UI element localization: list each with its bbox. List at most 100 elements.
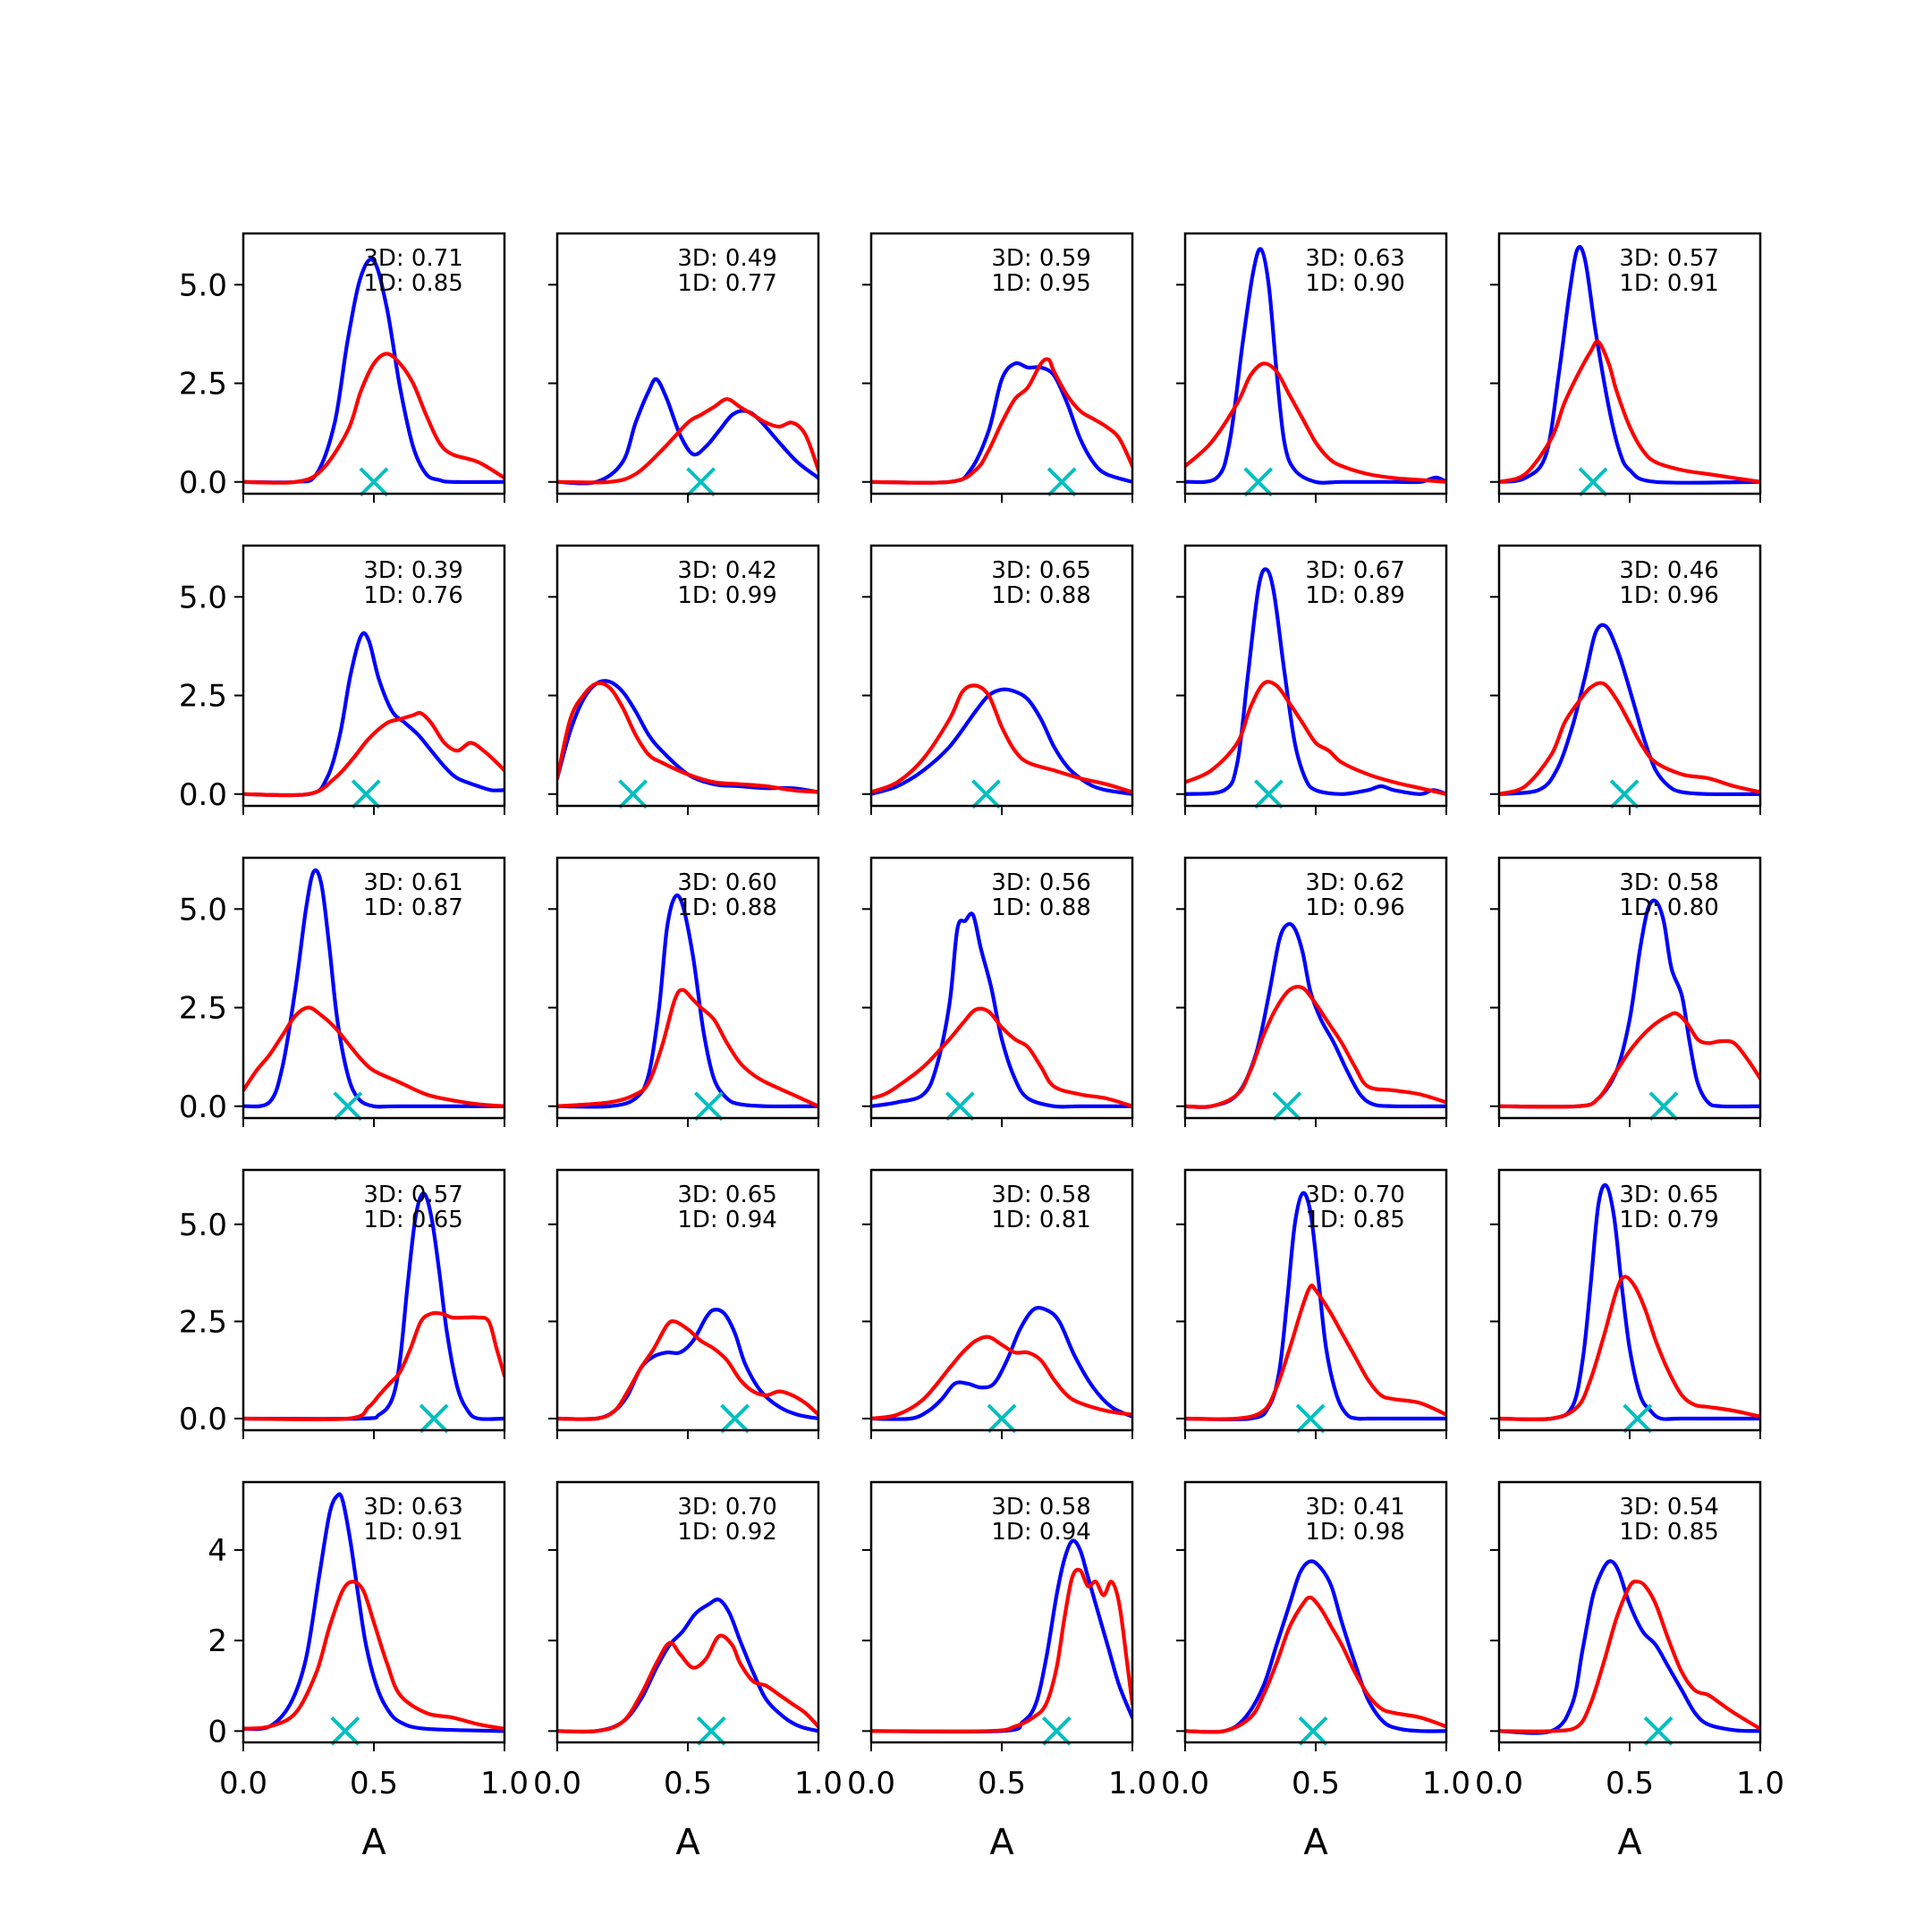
blue-density-curve <box>1499 1559 1760 1735</box>
red-density-curve <box>871 1567 1132 1733</box>
annotation-text: 1D: 0.94 <box>677 1207 776 1233</box>
marker-x <box>1578 467 1608 497</box>
annotation-text: 3D: 0.63 <box>363 1494 462 1521</box>
blue-density-curve <box>1499 1182 1760 1422</box>
y-tick-label: 0.0 <box>179 465 227 501</box>
blue-density-curve <box>557 377 818 486</box>
marker-stroke <box>1578 467 1608 497</box>
x-tick-label: 0.5 <box>1606 1766 1654 1801</box>
marker-x <box>1643 1716 1674 1746</box>
marker-x <box>693 1091 724 1122</box>
annotation-text: 3D: 0.46 <box>1619 557 1718 584</box>
marker-x <box>1272 1091 1302 1122</box>
blue-density-curve <box>1185 567 1446 796</box>
annotation-text: 3D: 0.61 <box>363 869 462 896</box>
annotation-text: 1D: 0.88 <box>991 894 1090 921</box>
annotation-text: 3D: 0.65 <box>1619 1182 1718 1208</box>
red-density-curve <box>1185 1284 1446 1421</box>
y-tick-label: 0.0 <box>179 1089 227 1125</box>
marker-stroke <box>1254 779 1284 809</box>
y-tick-label: 0.0 <box>179 1402 227 1437</box>
annotation-text: 3D: 0.42 <box>677 557 776 584</box>
x-tick-label: 0.0 <box>219 1766 267 1801</box>
annotation-text: 3D: 0.60 <box>677 869 776 896</box>
blue-density-curve <box>871 1538 1132 1734</box>
x-tick-label: 1.0 <box>480 1766 529 1801</box>
blue-density-curve <box>1185 1559 1446 1734</box>
annotation-text: 3D: 0.63 <box>1305 245 1404 272</box>
x-tick-label: 1.0 <box>1736 1766 1784 1801</box>
annotation-text: 3D: 0.62 <box>1305 869 1404 896</box>
marker-stroke <box>1046 467 1077 497</box>
blue-density-curve <box>243 1191 504 1421</box>
blue-density-curve <box>557 1308 818 1421</box>
annotation-text: 1D: 0.96 <box>1619 582 1718 609</box>
x-tick-label: 0.0 <box>847 1766 895 1801</box>
marker-x <box>351 779 381 809</box>
marker-x <box>1623 1403 1653 1434</box>
annotation-text: 3D: 0.70 <box>677 1494 776 1521</box>
red-density-curve <box>243 710 504 798</box>
marker-x <box>1295 1403 1326 1434</box>
red-density-curve <box>243 1005 504 1108</box>
annotation-text: 3D: 0.70 <box>1305 1182 1404 1208</box>
annotation-text: 1D: 0.98 <box>1305 1519 1404 1546</box>
marker-stroke <box>987 1403 1017 1434</box>
marker-stroke <box>330 1716 360 1746</box>
blue-density-curve <box>871 911 1132 1109</box>
red-density-curve <box>871 357 1132 485</box>
blue-density-curve <box>1185 921 1446 1109</box>
red-density-curve <box>1185 361 1446 484</box>
marker-stroke <box>971 779 1001 809</box>
y-tick-label: 0.0 <box>179 777 227 813</box>
x-tick-label: 1.0 <box>794 1766 843 1801</box>
x-axis-label: A <box>361 1822 386 1863</box>
annotation-text: 1D: 0.85 <box>363 270 462 297</box>
y-tick-label: 2.5 <box>179 679 227 715</box>
red-density-curve <box>871 1335 1132 1421</box>
marker-stroke <box>351 779 381 809</box>
red-density-curve <box>243 352 504 485</box>
red-density-curve <box>1499 681 1760 796</box>
marker-x <box>1609 779 1640 809</box>
annotation-text: 3D: 0.71 <box>363 245 462 272</box>
annotation-text: 1D: 0.95 <box>991 270 1090 297</box>
red-density-curve <box>557 987 818 1108</box>
annotation-text: 3D: 0.39 <box>363 557 462 584</box>
blue-density-curve <box>243 258 504 485</box>
marker-stroke <box>1272 1091 1302 1122</box>
red-density-curve <box>1185 1595 1446 1734</box>
annotation-text: 3D: 0.58 <box>991 1182 1090 1208</box>
annotation-text: 1D: 0.96 <box>1305 894 1404 921</box>
marker-stroke <box>419 1403 449 1434</box>
annotation-text: 1D: 0.76 <box>363 582 462 609</box>
annotation-text: 1D: 0.91 <box>363 1519 462 1546</box>
annotation-text: 3D: 0.65 <box>991 557 1090 584</box>
blue-density-curve <box>243 631 504 798</box>
red-density-curve <box>243 1310 504 1422</box>
annotation-text: 1D: 0.79 <box>1619 1207 1718 1233</box>
x-tick-label: 0.5 <box>664 1766 712 1801</box>
annotation-text: 3D: 0.67 <box>1305 557 1404 584</box>
x-tick-label: 0.0 <box>533 1766 581 1801</box>
annotation-text: 3D: 0.57 <box>363 1182 462 1208</box>
annotation-text: 1D: 0.85 <box>1305 1207 1404 1233</box>
x-tick-label: 1.0 <box>1422 1766 1470 1801</box>
marker-x <box>971 779 1001 809</box>
blue-density-curve <box>1499 623 1760 797</box>
x-axis-label: A <box>989 1822 1014 1863</box>
x-tick-label: 0.0 <box>1475 1766 1523 1801</box>
y-tick-label: 5.0 <box>179 267 227 303</box>
